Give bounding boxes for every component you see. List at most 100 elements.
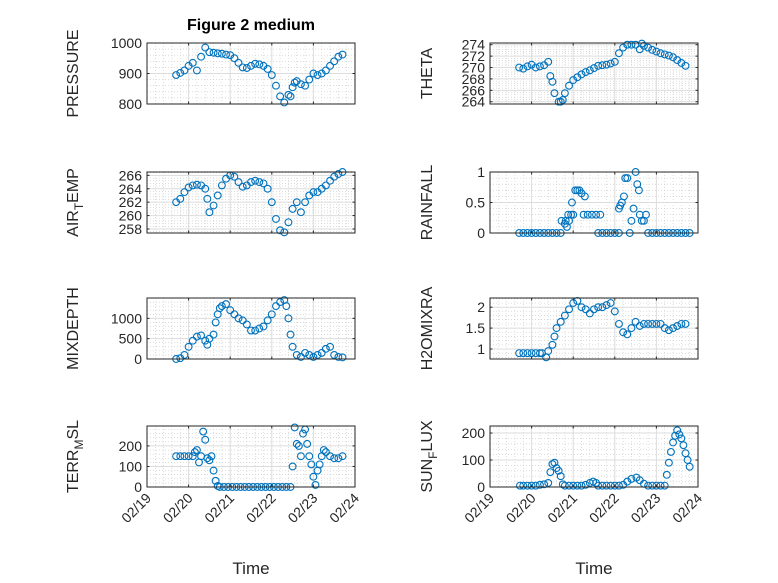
data-point [307,460,316,469]
data-point [199,427,208,436]
data-point [679,441,688,450]
data-point [247,178,255,187]
data-point [226,306,235,315]
y-tick-label: 268 [462,71,486,87]
data-point [321,181,330,190]
data-point [615,319,623,328]
data-point [296,80,305,89]
x-tick-label: 02/20 [503,490,539,526]
data-point [284,90,293,99]
data-point [594,61,603,70]
data-point [681,61,690,70]
data-point [519,481,528,490]
data-point [176,68,185,77]
y-tick-label: 1 [477,341,485,357]
data-point [321,66,330,75]
data-point [192,180,201,189]
data-point [556,97,565,106]
subplot-pressure: 800 900 1000 PRESSURE [65,29,356,118]
data-point [197,52,206,61]
y-axis-label: AIRTEMP [65,168,86,237]
data-point [267,310,276,319]
data-point [180,350,189,359]
y-axis-label-main: SUN [419,459,436,493]
y-tick-label: 266 [462,82,486,98]
data-point [251,176,260,185]
data-point [554,466,563,475]
y-tick-label: 258 [119,221,143,237]
data-point [180,188,189,197]
data-point [305,75,314,84]
data-point [606,481,615,490]
data-point [594,481,603,490]
data-point [305,350,314,359]
y-axis-label: MIXDEPTH [65,287,82,370]
data-point [276,92,285,101]
y-axis-label: TERRMSL [65,420,86,493]
data-point [627,216,636,225]
data-point [282,302,291,311]
data-point [234,314,243,323]
x-tick-label: 02/22 [586,490,622,526]
data-point [296,452,305,461]
data-series [172,168,347,237]
data-point [598,481,607,490]
data-point [301,198,310,207]
data-point [577,70,586,79]
data-point [217,49,226,58]
data-point [299,429,307,438]
data-point [192,332,201,341]
data-point [309,472,318,481]
data-point [330,454,339,463]
data-point [203,454,212,463]
y-axis-label: H2OMIXRA [419,286,436,370]
x-tick-label: 02/23 [284,490,320,526]
data-point [673,322,682,330]
data-point [581,480,590,489]
data-point [188,336,197,345]
data-point [217,302,226,311]
data-point [516,481,524,490]
x-tick-label: 02/24 [326,490,362,526]
data-point [311,480,320,489]
data-point [247,61,255,70]
data-point [288,83,297,92]
data-point [309,188,318,197]
data-point [205,48,214,57]
data-point [648,481,657,490]
data-point [558,96,567,104]
data-point [602,301,611,310]
data-point [515,349,524,358]
data-point [238,182,247,191]
data-point [579,210,588,219]
data-point [627,324,636,333]
data-point [569,210,578,219]
y-tick-label: 0 [477,479,485,495]
data-point [197,331,206,340]
axes-box [146,425,356,488]
y-tick-label: 260 [119,208,143,224]
data-point [627,474,636,483]
data-point [583,210,592,219]
data-point [615,481,623,490]
data-point [548,77,557,86]
data-point [209,201,218,210]
data-point [201,336,210,345]
data-point [567,210,576,219]
data-point [338,353,347,362]
data-point [610,57,619,66]
data-point [664,51,673,60]
data-series [172,296,347,363]
data-point [315,460,324,469]
data-point [247,326,255,335]
y-tick-label: 2 [477,299,485,315]
data-point [565,481,573,490]
plot-area [490,43,698,104]
data-point [176,194,185,203]
data-point [571,186,580,195]
data-point [234,58,243,67]
data-point [540,480,549,489]
data-point [255,324,264,333]
